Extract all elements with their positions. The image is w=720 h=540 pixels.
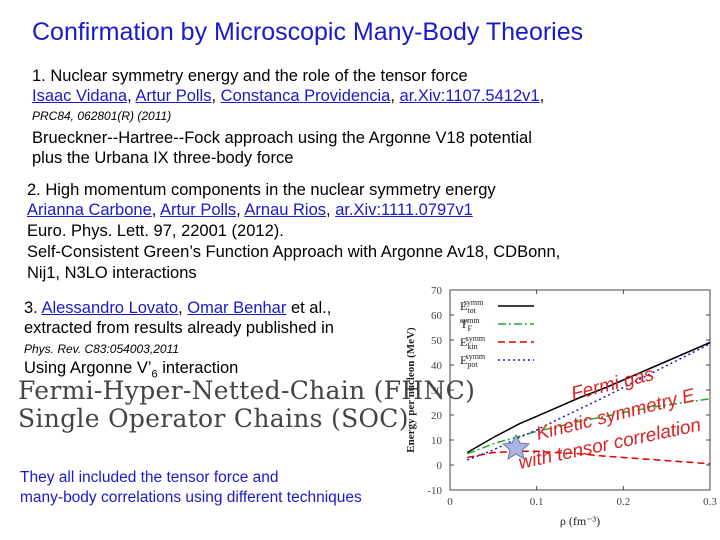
y-tick-label: 0	[437, 460, 443, 472]
using-subscript: 6	[151, 368, 158, 381]
section1-heading: 1. Nuclear symmetry energy and the role …	[32, 67, 468, 85]
author-link-polls[interactable]: Artur Polls	[135, 87, 212, 105]
section2-journal: Euro. Phys. Lett. 97, 22001 (2012).	[27, 222, 284, 240]
section3-heading: 3. Alessandro Lovato, Omar Benhar et al.…	[24, 299, 332, 317]
author-link-rios[interactable]: Arnau Rios	[244, 201, 327, 219]
series-line-0	[466, 341, 711, 454]
section3-journal: Phys. Rev. C83:054003,2011	[24, 342, 179, 356]
using-suffix: interaction	[157, 359, 239, 377]
series-line-2	[467, 450, 711, 465]
author-link-providencia[interactable]: Constanca Providencia	[220, 87, 391, 105]
section2-method-line2: Nij1, N3LO interactions	[27, 264, 197, 282]
using-prefix: Using Argonne V’	[24, 359, 152, 377]
y-tick-label: 20	[431, 410, 443, 422]
soc-label: Single Operator Chains (SOC)	[18, 404, 409, 433]
y-tick-label: -10	[427, 485, 442, 497]
bottom-note-line1: They all included the tensor force and	[20, 469, 279, 486]
legend-label-1: TFsymm	[460, 316, 480, 333]
x-tick-label: 0.3	[703, 496, 717, 508]
fhnc-label: Fermi-Hyper-Netted-Chain (FHNC)	[18, 376, 476, 405]
x-tick-label: 0	[447, 496, 453, 508]
section3-interaction: Using Argonne V’6 interaction	[24, 358, 238, 384]
section3-etal: et al.,	[290, 299, 332, 317]
section3-number: 3.	[24, 299, 42, 317]
x-tick-label: 0.1	[530, 496, 544, 508]
bottom-note-line2: many-body correlations using different t…	[20, 489, 362, 506]
page-title: Confirmation by Microscopic Many-Body Th…	[32, 18, 584, 46]
section2-method-line1: Self-Consistent Green’s Function Approac…	[27, 243, 561, 261]
author-link-polls-2[interactable]: Artur Polls	[160, 201, 237, 219]
y-axis-label: Energy per nucleon (MeV)	[405, 327, 417, 453]
section3-line2: extracted from results already published…	[24, 319, 334, 337]
section1-method-line2: plus the Urbana IX three-body force	[32, 149, 294, 167]
y-tick-label: 30	[431, 385, 443, 397]
x-tick-label: 0.2	[616, 496, 630, 508]
arxiv-link-1[interactable]: ar.Xiv:1107.5412v1	[399, 87, 540, 105]
arxiv-link-2[interactable]: ar.Xiv:1111.0797v1	[335, 201, 473, 219]
section2-heading: 2. High momentum components in the nucle…	[27, 181, 496, 199]
section1-authors: Isaac Vidana, Artur Polls, Constanca Pro…	[32, 87, 545, 105]
symmetry-energy-chart: -10 0 10 20 30 40 50 60 70 0 0.1 0.2 0.3 EtotsymmTFs…	[405, 285, 717, 528]
star-icon	[501, 433, 531, 461]
author-link-benhar[interactable]: Omar Benhar	[187, 299, 287, 317]
y-tick-label: 40	[431, 360, 443, 372]
author-link-carbone[interactable]: Arianna Carbone	[27, 201, 152, 219]
legend-label-0: Etotsymm	[460, 298, 484, 315]
y-tick-label: 50	[431, 335, 443, 347]
author-link-vidana[interactable]: Isaac Vidana	[32, 87, 128, 105]
y-tick-label: 60	[431, 310, 443, 322]
section2-authors: Arianna Carbone, Artur Polls, Arnau Rios…	[27, 201, 473, 219]
section1-journal: PRC84, 062801(R) (2011)	[32, 109, 172, 123]
legend-label-2: Ekinsymm	[460, 334, 486, 351]
y-tick-label: 70	[431, 285, 443, 297]
x-axis-label: ρ (fm⁻³)	[560, 514, 600, 528]
y-tick-label: 10	[431, 435, 443, 447]
section1-method-line1: Brueckner--Hartree--Fock approach using …	[32, 129, 532, 147]
author-link-lovato[interactable]: Alessandro Lovato	[41, 299, 179, 317]
legend-label-3: Epotsymm	[460, 352, 486, 369]
series-line-1	[467, 398, 711, 455]
